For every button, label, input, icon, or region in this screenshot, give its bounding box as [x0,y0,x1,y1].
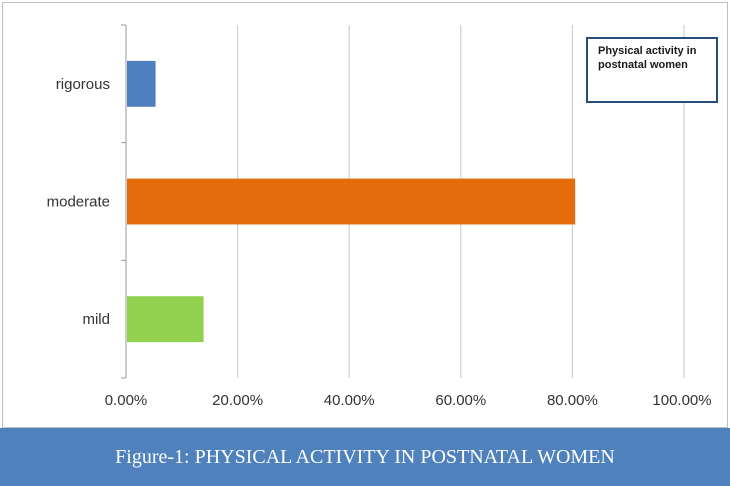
bar-moderate [127,178,576,225]
x-tick-label: 0.00% [105,392,148,409]
figure-caption: Figure-1: PHYSICAL ACTIVITY IN POSTNATAL… [0,428,730,486]
x-tick-label: 20.00% [212,392,263,409]
x-tick-label: 40.00% [324,392,375,409]
category-label: mild [82,311,110,328]
x-tick-label: 80.00% [547,392,598,409]
bars [127,60,576,343]
x-tick-label: 60.00% [435,392,486,409]
category-label: moderate [47,194,110,211]
x-tick-label: 100.00% [652,392,711,409]
bar-rigorous [127,60,156,107]
legend: Physical activity in postnatal women [586,37,718,103]
chart-area: rigorous moderate mild 0.00% 20.00% 40.00% 60.… [2,2,728,428]
legend-label: Physical activity in postnatal women [598,45,697,71]
bar-mild [127,296,204,343]
category-label: rigorous [56,76,110,93]
axes [121,24,127,379]
tick-labels: rigorous moderate mild 0.00% 20.00% 40.00% 60.… [47,76,712,409]
